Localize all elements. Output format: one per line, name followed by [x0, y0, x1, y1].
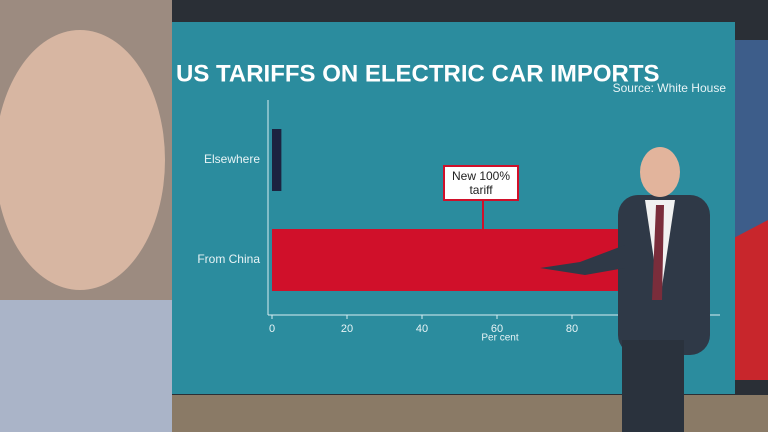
presenter-legs — [622, 340, 684, 432]
y-tick-label: Elsewhere — [204, 152, 260, 166]
x-tick-label: 60 — [491, 323, 503, 335]
bar — [272, 129, 282, 191]
source: Source: White House — [613, 81, 727, 95]
presenter-suit — [618, 195, 710, 355]
presenter-arm — [540, 245, 625, 275]
presenter-head — [640, 147, 680, 197]
x-tick-label: 20 — [341, 323, 353, 335]
annotation: New 100% tariff — [443, 165, 519, 201]
x-axis-label: Per cent — [481, 333, 518, 344]
x-tick-label: 80 — [566, 323, 578, 335]
photo-shirt — [0, 300, 172, 432]
photo-face — [0, 30, 165, 290]
presenter-tie — [652, 205, 664, 300]
y-tick-label: From China — [197, 252, 260, 266]
x-tick-label: 0 — [269, 323, 275, 335]
bar — [272, 229, 647, 291]
flag-decoration — [725, 220, 768, 380]
chart-title: US TARIFFS ON ELECTRIC CAR IMPORTS — [176, 60, 660, 87]
presenter — [540, 147, 710, 432]
x-tick-label: 40 — [416, 323, 428, 335]
